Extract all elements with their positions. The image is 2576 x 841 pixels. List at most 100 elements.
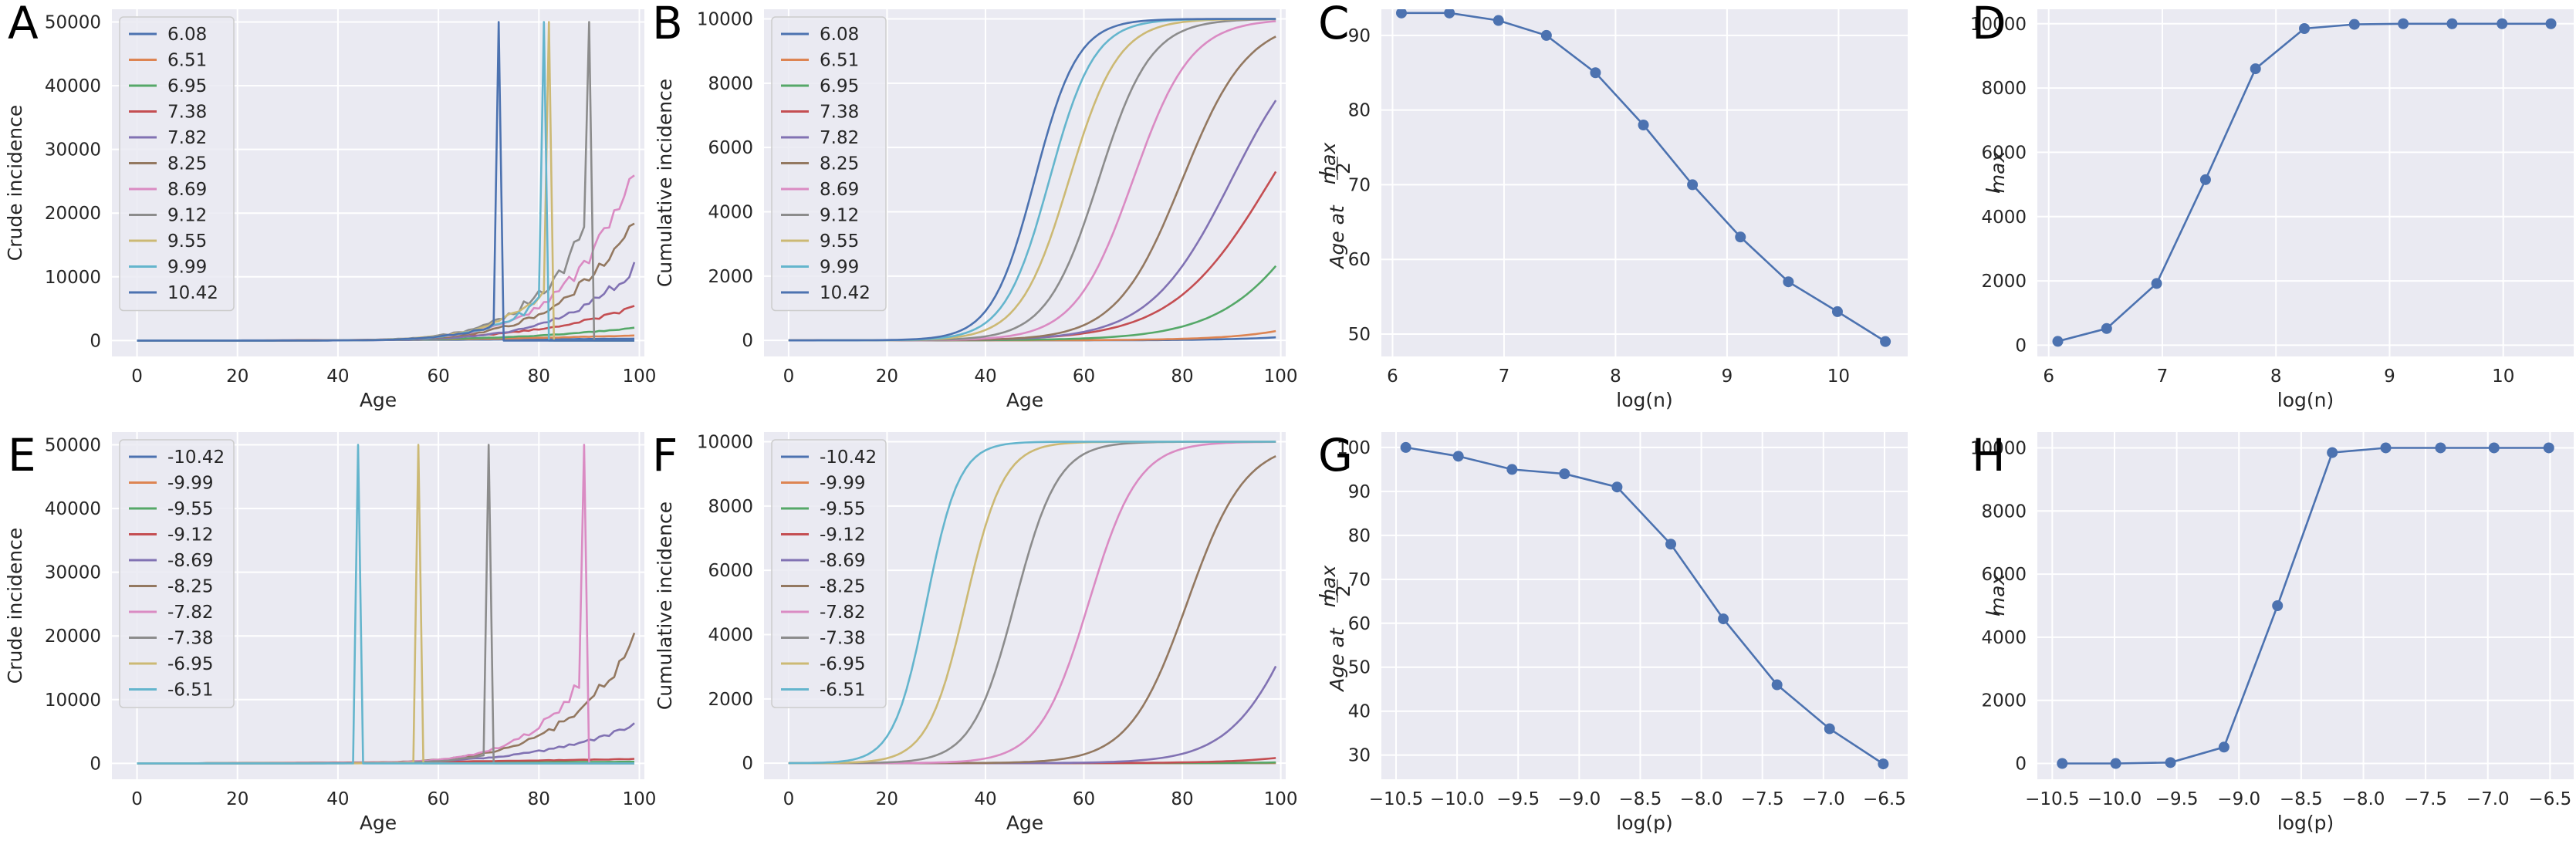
x-tick-label: 8	[2270, 366, 2282, 387]
plot-area	[2037, 9, 2574, 356]
legend-label: -6.51	[820, 681, 866, 701]
y-axis-label: Cumulative incidence	[654, 79, 676, 287]
y-tick-label: 60	[1348, 614, 1371, 634]
panel-letter-a: A	[8, 0, 39, 49]
data-point	[2199, 174, 2211, 185]
y-axis-label-numerator: I	[1315, 171, 1337, 176]
legend-label: 9.12	[167, 206, 207, 226]
y-axis-label-text: Age at	[1326, 627, 1348, 693]
x-tick-label: 40	[326, 789, 349, 809]
series-line-10.42	[137, 21, 634, 342]
plot-area	[1381, 9, 1908, 356]
x-axis-label: Age	[360, 812, 397, 834]
x-tick-label: 0	[131, 366, 143, 387]
panel-letter-h: H	[1972, 429, 2006, 481]
y-tick-label: 8000	[1981, 79, 2027, 99]
y-tick-label: 6000	[1981, 565, 2027, 585]
legend-label: 9.12	[820, 206, 859, 226]
data-point	[2151, 278, 2162, 289]
x-tick-label: 80	[528, 789, 550, 809]
panel-b: 0 20 40 60 80 100 0 2000 4000 6000 8000 10000 Age Cum…	[652, 0, 1298, 411]
x-axis-label: Age	[1006, 389, 1043, 411]
y-tick-label: 100	[1337, 438, 1371, 458]
data-point	[1718, 613, 1729, 625]
series-line	[1405, 446, 1885, 765]
legend-box	[771, 439, 887, 708]
data-point	[1590, 67, 1601, 79]
y-tick-label: 70	[1348, 570, 1371, 590]
x-tick-label: −10.0	[1430, 789, 1484, 809]
y-tick-label: 0	[742, 754, 753, 774]
x-tick-label: 6	[1387, 366, 1398, 387]
legend-label: 10.42	[820, 283, 870, 303]
y-tick-label: 80	[1348, 526, 1371, 546]
x-tick-label: 60	[427, 789, 449, 809]
data-point	[2250, 63, 2261, 75]
y-tick-label: 0	[2015, 755, 2027, 775]
legend-label: -9.99	[167, 474, 214, 494]
y-tick-label: 2000	[708, 267, 753, 287]
data-point	[1540, 29, 1552, 41]
legend-box	[119, 16, 235, 312]
x-tick-label: 100	[623, 789, 657, 809]
x-tick-label: 20	[876, 366, 898, 387]
x-tick-label: −9.5	[2155, 789, 2199, 809]
x-tick-label: −6.5	[2528, 789, 2571, 809]
x-tick-label: 7	[2157, 366, 2169, 387]
panel-a: 0 20 40 60 80 100 0 10000 20000 30000 40000 50000 Ag…	[4, 0, 656, 411]
x-tick-label: −8.0	[2342, 789, 2385, 809]
x-tick-label: 60	[1073, 789, 1095, 809]
x-tick-label: 0	[783, 366, 795, 387]
data-point	[2488, 442, 2500, 454]
x-tick-label: 10	[1827, 366, 1850, 387]
y-tick-label: 20000	[45, 627, 101, 647]
panel-letter-e: E	[8, 429, 36, 481]
panel-letter-g: G	[1318, 429, 1353, 481]
data-point	[1444, 9, 1455, 19]
y-tick-label: 0	[2015, 336, 2027, 356]
y-axis-label-text: I	[1982, 187, 2004, 193]
legend-label: -8.69	[167, 551, 214, 571]
x-axis-label: log(p)	[2277, 812, 2334, 834]
legend-box	[771, 16, 887, 312]
data-point	[1783, 276, 1794, 288]
legend-label: -9.12	[820, 525, 866, 545]
x-axis-label: log(p)	[1616, 812, 1673, 834]
y-tick-label: 8000	[708, 74, 753, 94]
series-layer	[1400, 441, 1889, 770]
data-point	[1611, 481, 1623, 493]
y-tick-label: 4000	[708, 626, 753, 646]
series-line-10.42	[788, 18, 1276, 342]
x-tick-label: 100	[1264, 789, 1298, 809]
legend-label: 10.42	[167, 283, 218, 303]
x-tick-label: 10	[2492, 366, 2514, 387]
x-tick-label: −6.5	[1863, 789, 1906, 809]
y-tick-label: 10000	[1970, 15, 2027, 35]
legend-label: 6.51	[820, 51, 859, 71]
x-tick-label: −7.5	[2404, 789, 2447, 809]
x-tick-label: −8.5	[1619, 789, 1662, 809]
y-axis-label: Crude incidence	[4, 105, 26, 261]
x-tick-label: 0	[783, 789, 795, 809]
x-tick-label: 20	[876, 789, 898, 809]
series-line--6.51	[788, 441, 1276, 765]
y-tick-label: 60	[1348, 250, 1371, 270]
y-tick-label: 50000	[45, 13, 101, 33]
data-point	[2446, 18, 2458, 29]
x-tick-label: −9.0	[1557, 789, 1601, 809]
y-axis-label-sub: max	[1986, 151, 2009, 194]
legend-label: 8.69	[820, 180, 859, 200]
legend-label: -7.38	[167, 629, 214, 649]
data-point	[2272, 600, 2284, 611]
data-point	[2348, 19, 2360, 30]
legend-label: -8.25	[167, 577, 214, 597]
x-tick-label: −9.5	[1496, 789, 1540, 809]
data-point	[2497, 18, 2508, 29]
data-point	[2218, 741, 2229, 753]
data-point	[1687, 179, 1699, 191]
data-point	[1771, 679, 1783, 691]
data-point	[1400, 441, 1411, 453]
panel-letter-b: B	[652, 0, 683, 49]
legend-label: 6.51	[167, 51, 207, 71]
